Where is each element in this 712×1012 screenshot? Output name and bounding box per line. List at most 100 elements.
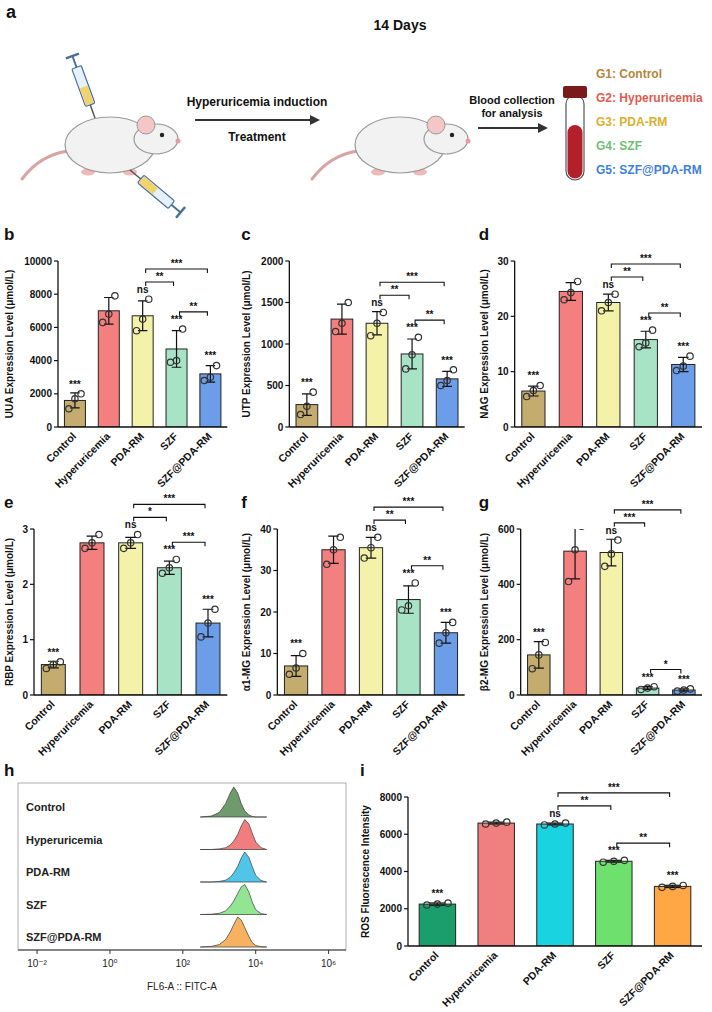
y-tick xyxy=(404,796,408,797)
data-point xyxy=(424,902,430,908)
y-tick-label: 30 xyxy=(260,565,272,576)
bar-panel: e***ns******0123RBP Expression Level (μm… xyxy=(4,493,227,758)
data-point xyxy=(530,387,536,393)
error-cap xyxy=(429,902,445,903)
comparison-label: ** xyxy=(623,266,631,277)
error-bar xyxy=(611,539,612,566)
y-tick xyxy=(517,694,521,695)
syringe-handle xyxy=(66,54,79,59)
data-point xyxy=(536,652,542,658)
data-point xyxy=(612,291,618,297)
data-point xyxy=(565,578,571,584)
x-tick-label: PDA-RM xyxy=(520,949,558,987)
x-tick-label: Hyperuricemia xyxy=(35,698,95,758)
error-cap xyxy=(488,822,504,823)
data-point xyxy=(297,411,303,417)
data-point xyxy=(605,299,611,305)
y-tick-label: 0 xyxy=(396,941,402,952)
panel-label: g xyxy=(479,493,489,512)
bar xyxy=(41,665,65,695)
error-bar xyxy=(306,394,307,416)
y-tick xyxy=(404,945,408,946)
x-axis-title: FL6-A :: FITC-A xyxy=(147,981,217,992)
x-tick-label: PDA-RM xyxy=(108,430,146,468)
data-point xyxy=(212,606,218,612)
comparison-label: ** xyxy=(190,301,198,312)
mouse xyxy=(312,116,471,179)
syringe-needle xyxy=(130,170,141,179)
data-point xyxy=(643,340,649,346)
bar-panel: c***ns******0500100015002000UTP Expressi… xyxy=(241,225,464,490)
mouse-ear xyxy=(427,116,445,134)
y-tick xyxy=(511,316,515,317)
error-cap xyxy=(429,905,445,906)
y-axis xyxy=(57,261,58,427)
data-point xyxy=(638,686,644,692)
data-point xyxy=(380,309,386,315)
data-point xyxy=(310,389,316,395)
x-tick-label: Control xyxy=(502,430,537,465)
x-tick-label: Control xyxy=(265,698,300,733)
series-label: Control xyxy=(26,801,65,813)
data-point xyxy=(57,659,63,665)
bar xyxy=(157,568,181,695)
significance-label: *** xyxy=(171,314,183,325)
y-tick-label: 8000 xyxy=(380,792,403,803)
data-point xyxy=(179,326,185,332)
data-point xyxy=(482,821,488,827)
data-point xyxy=(361,555,367,561)
y-tick xyxy=(273,694,277,695)
data-point xyxy=(541,822,547,828)
histogram-area xyxy=(200,787,266,817)
error-bar xyxy=(370,537,371,558)
y-tick xyxy=(273,611,277,612)
x-tick-label: Hyperuricemia xyxy=(277,698,337,758)
data-point xyxy=(687,353,693,359)
data-point xyxy=(568,289,574,295)
x-tick-label: SZF xyxy=(150,697,173,720)
blood-tube xyxy=(563,86,587,180)
x-axis xyxy=(18,949,346,950)
y-tick-label: 400 xyxy=(498,579,515,590)
y-tick xyxy=(54,260,58,261)
error-bar xyxy=(445,622,446,643)
x-tick-label: PDA-RM xyxy=(577,698,615,736)
error-bar xyxy=(176,331,177,368)
error-cap xyxy=(547,824,563,825)
data-point xyxy=(78,391,84,397)
mouse-eye xyxy=(160,133,164,137)
figure: a14 DaysHyperuricemia inductionTreatment… xyxy=(0,0,712,1012)
y-tick-label: 2000 xyxy=(30,388,53,399)
comparison-label: *** xyxy=(171,258,183,269)
y-tick-label: 0 xyxy=(22,690,28,701)
panel-label: c xyxy=(241,225,250,244)
y-tick-label: 2000 xyxy=(261,256,284,267)
error-bar xyxy=(570,283,571,301)
data-point xyxy=(572,547,578,553)
mouse xyxy=(22,116,181,179)
data-point xyxy=(561,297,567,303)
page: a14 DaysHyperuricemia inductionTreatment… xyxy=(0,0,712,1012)
error-bar xyxy=(53,661,54,668)
y-tick xyxy=(404,834,408,835)
comparison-label: ** xyxy=(423,555,431,566)
bar xyxy=(200,374,221,427)
error-cap xyxy=(664,885,680,886)
x-tick-label: SZF xyxy=(628,697,651,720)
y-tick-label: 10000 xyxy=(24,256,52,267)
panel-label: e xyxy=(4,493,13,512)
bar xyxy=(436,379,458,427)
significance-label: ns xyxy=(371,297,383,308)
syringe-handle xyxy=(176,207,185,218)
x-tick-label: SZF@PDA-RM xyxy=(154,430,214,490)
x-tick-label: Hyperuricemia xyxy=(440,949,500,1009)
data-point xyxy=(339,320,345,326)
y-tick-label: 4000 xyxy=(30,355,53,366)
error-bar xyxy=(295,656,296,677)
group-legend-label: G1: Control xyxy=(596,67,662,81)
significance-label: *** xyxy=(202,594,214,605)
y-tick xyxy=(54,393,58,394)
data-point xyxy=(412,580,418,586)
x-axis xyxy=(277,694,464,695)
y-tick-label: 0 xyxy=(503,422,509,433)
